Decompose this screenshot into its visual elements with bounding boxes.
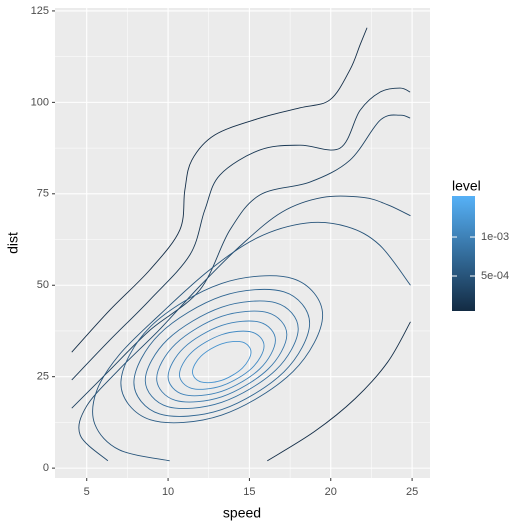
panel-background <box>55 8 430 478</box>
y-axis-title: dist <box>5 232 21 254</box>
colorbar <box>452 196 475 311</box>
contour-line <box>156 310 288 403</box>
contour-line <box>192 340 252 384</box>
axes: 5 10 15 20 25 0 25 50 75 100 125 <box>31 5 419 498</box>
legend-tick-label: 5e-04 <box>481 270 509 282</box>
legend-title: level <box>452 178 481 194</box>
x-tick-label: 25 <box>406 486 418 498</box>
y-tick-label: 50 <box>37 279 49 291</box>
contour-line <box>133 288 311 417</box>
contour-line <box>71 87 411 381</box>
legend-tick-label: 1e-03 <box>481 231 509 243</box>
contour-line <box>120 275 324 424</box>
y-tick-label: 0 <box>43 462 49 474</box>
contours <box>71 27 411 462</box>
grid <box>55 8 430 478</box>
x-axis-title: speed <box>223 505 261 521</box>
x-tick-label: 20 <box>325 486 337 498</box>
contour-line <box>78 195 411 462</box>
y-tick-label: 75 <box>37 188 49 200</box>
x-tick-label: 5 <box>84 486 90 498</box>
x-tick-label: 15 <box>243 486 255 498</box>
contour-line <box>92 221 411 462</box>
contour-line <box>167 320 276 397</box>
legend: 5e-04 1e-03 <box>452 196 509 311</box>
contour-line <box>267 321 411 462</box>
y-tick-label: 100 <box>31 96 49 108</box>
contour-line <box>179 330 265 390</box>
contour-line <box>144 300 299 409</box>
y-tick-label: 125 <box>31 5 49 17</box>
contour-line <box>71 27 368 353</box>
x-tick-label: 10 <box>162 486 174 498</box>
y-tick-label: 25 <box>37 371 49 383</box>
